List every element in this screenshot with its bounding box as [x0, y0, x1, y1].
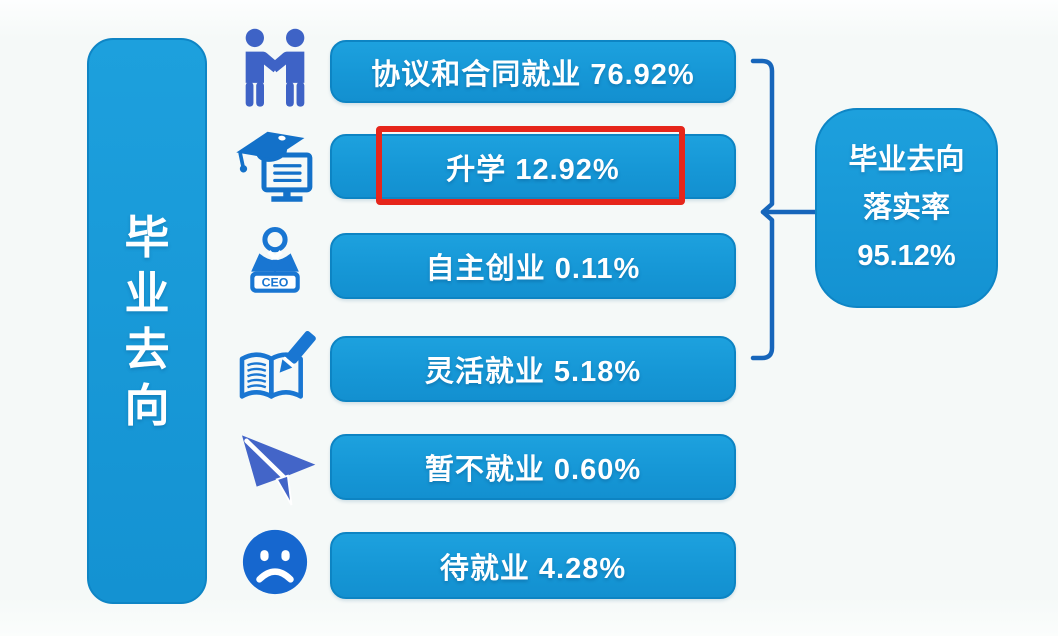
sad-face-icon	[230, 518, 320, 606]
ceo-label: CEO	[262, 275, 289, 289]
bar-label: 自主创业 0.11%	[425, 253, 641, 285]
pillar-char: 业	[124, 267, 170, 319]
graduation-study-icon	[230, 122, 320, 210]
pillar-char: 去	[124, 323, 170, 375]
bracket-connector	[750, 58, 819, 361]
book-pen-icon	[230, 324, 320, 412]
summary-line: 毕业去向	[848, 144, 965, 176]
handshake-icon	[230, 26, 320, 114]
summary-line: 95.12%	[857, 240, 956, 272]
bar-awaiting-employment: 待就业 4.28%	[330, 532, 736, 599]
bar-label: 暂不就业 0.60%	[424, 454, 642, 486]
bar-flexible-employment: 灵活就业 5.18%	[330, 336, 736, 402]
bar-label: 灵活就业 5.18%	[424, 356, 642, 388]
bar-further-study: 升学 12.92%	[330, 134, 736, 199]
bar-label: 升学 12.92%	[446, 153, 620, 186]
paper-plane-icon	[230, 428, 320, 516]
pillar-char: 毕	[124, 211, 170, 263]
bar-self-employment: 自主创业 0.11%	[330, 233, 736, 299]
summary-box: 毕业去向 落实率 95.12%	[815, 108, 998, 308]
pillar-char: 向	[124, 379, 170, 431]
bar-label: 协议和合同就业 76.92%	[371, 58, 695, 91]
summary-line: 落实率	[862, 192, 950, 224]
highlight-red-box	[376, 126, 685, 205]
bar-not-employed-yet: 暂不就业 0.60%	[330, 434, 736, 500]
ceo-icon: CEO	[230, 224, 320, 312]
bar-agreement-employment: 协议和合同就业 76.92%	[330, 40, 736, 103]
left-pillar: 毕 业 去 向	[87, 38, 207, 604]
bar-label: 待就业 4.28%	[439, 552, 627, 585]
